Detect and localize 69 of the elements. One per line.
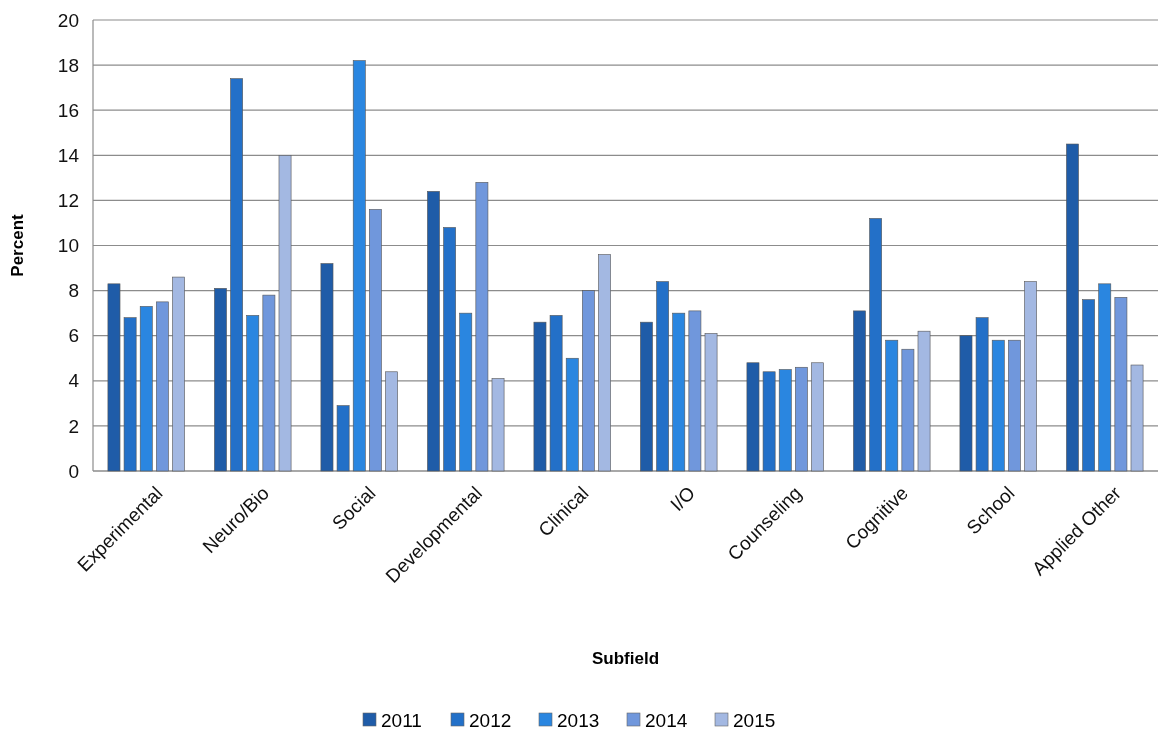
bar — [1082, 299, 1095, 472]
bar — [1114, 297, 1128, 472]
y-tick-label: 18 — [57, 54, 79, 76]
bar — [262, 294, 276, 472]
bar — [853, 310, 866, 472]
y-tick-label: 12 — [57, 190, 79, 212]
y-tick-label: 4 — [68, 370, 80, 392]
bar — [778, 369, 792, 472]
bar — [795, 366, 808, 472]
bar — [427, 191, 440, 472]
bar — [869, 218, 882, 472]
bar — [491, 378, 505, 472]
bar — [214, 288, 227, 472]
legend-label: 2013 — [557, 709, 600, 731]
bar — [672, 312, 686, 472]
bar — [278, 155, 292, 472]
bar — [352, 60, 366, 472]
y-tick-label: 0 — [68, 460, 79, 482]
legend-label: 2014 — [645, 709, 688, 731]
bar — [549, 315, 563, 472]
bar — [172, 276, 185, 472]
x-tick-label: I/O — [666, 482, 699, 516]
bar — [475, 182, 489, 472]
y-tick-label: 8 — [68, 280, 79, 302]
x-axis-title: Subfield — [591, 649, 660, 668]
legend-label: 2012 — [469, 709, 512, 731]
bar — [156, 301, 169, 472]
legend-label: 2015 — [733, 709, 776, 731]
bar — [762, 371, 776, 472]
y-tick-label: 6 — [68, 325, 79, 347]
bar — [688, 310, 702, 472]
bar — [704, 333, 718, 472]
y-tick-label: 14 — [57, 144, 80, 166]
bar — [959, 335, 973, 472]
bar — [746, 362, 760, 472]
bar — [901, 348, 915, 472]
bar — [640, 321, 653, 472]
bar — [811, 362, 824, 472]
bar — [1066, 143, 1079, 472]
bar — [385, 371, 398, 472]
bar — [139, 306, 153, 472]
y-tick-label: 2 — [68, 415, 79, 437]
bar — [320, 263, 334, 472]
bar — [459, 312, 473, 472]
bar — [123, 317, 137, 472]
bar — [246, 315, 260, 472]
y-tick-label: 10 — [57, 235, 79, 257]
bar — [565, 357, 579, 472]
bar — [1008, 339, 1021, 472]
bar — [598, 254, 611, 472]
bar — [443, 227, 456, 472]
bar — [975, 317, 989, 472]
bar — [107, 283, 121, 472]
bar — [656, 281, 669, 472]
bar — [369, 209, 382, 472]
y-tick-label: 20 — [57, 9, 79, 31]
bar — [1130, 364, 1144, 472]
bar — [1024, 281, 1037, 472]
bar — [885, 339, 899, 472]
bar — [230, 78, 243, 472]
y-axis-title: Percent — [8, 213, 27, 277]
bar — [1098, 283, 1112, 472]
bar — [991, 339, 1005, 472]
bar — [582, 290, 595, 472]
bar — [533, 321, 547, 472]
bar — [917, 330, 931, 472]
legend-label: 2011 — [381, 709, 422, 731]
bar — [336, 405, 350, 472]
y-tick-label: 16 — [57, 99, 79, 121]
